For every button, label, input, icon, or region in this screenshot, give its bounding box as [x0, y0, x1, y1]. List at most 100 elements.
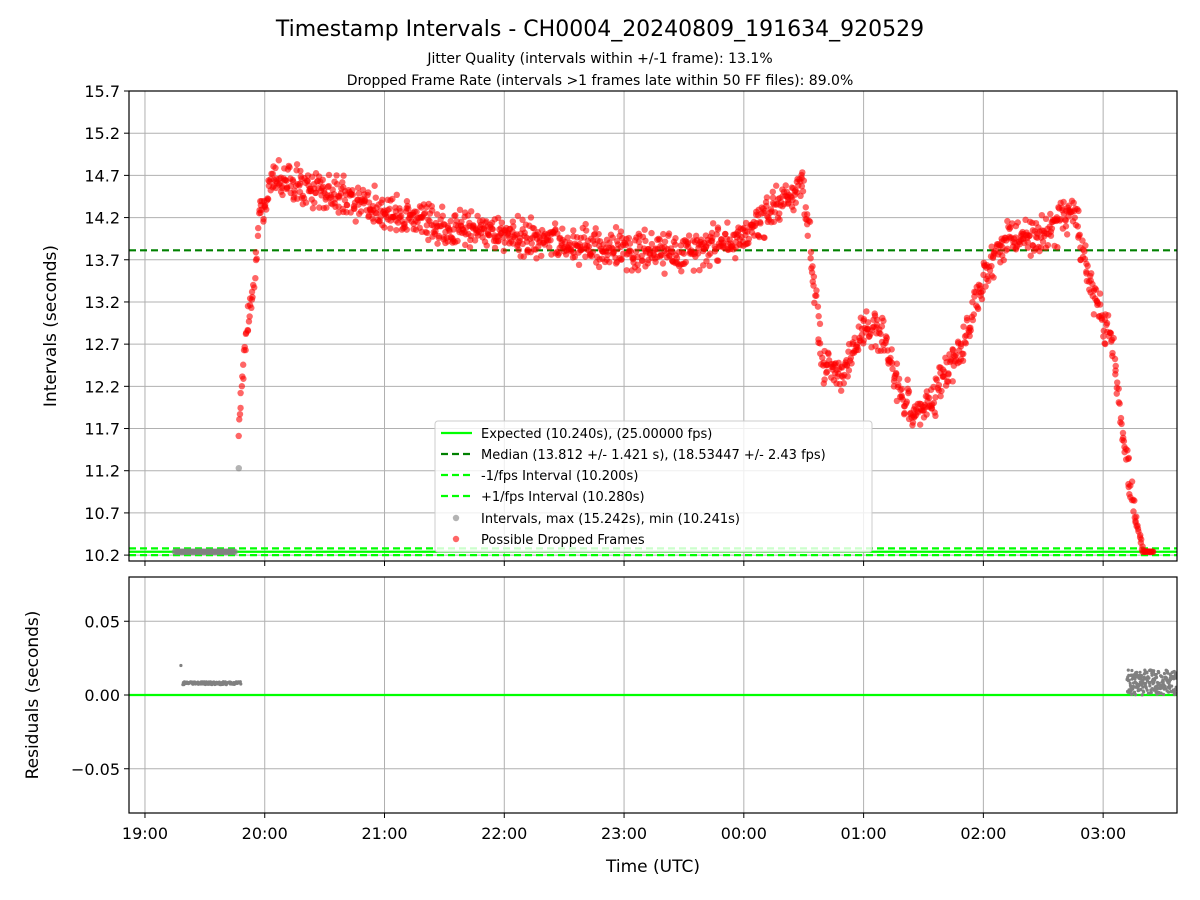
dropped-frame-point-365 [454, 237, 461, 245]
dropped-frame-point-1393 [1070, 199, 1077, 207]
dropped-frame-point-413 [483, 242, 490, 249]
dropped-frame-point-971 [816, 340, 824, 347]
dropped-frame-point-98 [293, 161, 301, 168]
dropped-frame-point-1384 [1063, 231, 1071, 238]
dropped-frame-point-241 [379, 196, 386, 203]
legend-entry-median: Median (13.812 +/- 1.421 s), (18.53447 +… [481, 448, 826, 463]
dropped-frame-point-713 [661, 238, 669, 245]
dropped-frame-point-5 [238, 383, 246, 390]
dropped-frame-point-1461 [1110, 334, 1117, 342]
dropped-frame-point-953 [806, 218, 814, 225]
dropped-frame-point-1395 [1071, 214, 1078, 221]
dropped-frame-point-443 [500, 247, 507, 255]
dropped-frame-point-966 [814, 303, 822, 310]
dropped-frame-point-1016 [843, 361, 850, 369]
residual-point-172 [1138, 670, 1142, 674]
intervals-x-ticks [144, 561, 1104, 566]
residual-point-250 [1157, 670, 1161, 675]
dropped-frame-point-786 [706, 262, 713, 270]
dropped-frame-point-707 [658, 252, 665, 259]
dropped-frame-point-679 [642, 237, 649, 245]
dropped-frame-point-601 [595, 263, 603, 271]
dropped-frame-point-1108 [898, 385, 906, 393]
residual-point-127 [1127, 678, 1131, 682]
residual-point-181 [1140, 693, 1144, 697]
dropped-frame-point-176 [340, 172, 347, 179]
dropped-frame-point-0 [235, 432, 242, 440]
dropped-frame-point-792 [709, 234, 716, 242]
dropped-frame-point-691 [648, 240, 656, 248]
dropped-frame-point-944 [800, 177, 808, 184]
dropped-frame-point-677 [641, 226, 648, 233]
dropped-frame-point-1408 [1079, 237, 1086, 244]
x-axis-label: Time (UTC) [605, 857, 700, 877]
dropped-frame-point-335 [435, 232, 443, 240]
residual-point-265 [1160, 675, 1164, 679]
dropped-frame-point-1381 [1062, 223, 1070, 230]
residual-point-269 [1161, 680, 1165, 684]
dropped-frame-point-752 [685, 232, 693, 239]
dropped-frame-point-163 [333, 181, 341, 188]
dropped-frame-point-897 [772, 182, 780, 189]
dropped-frame-point-979 [821, 376, 828, 383]
legend-swatch-dropped [452, 535, 460, 543]
residual-point-214 [1148, 680, 1152, 684]
intervals-points [171, 157, 1157, 555]
residual-point-138 [1130, 668, 1134, 673]
dropped-frame-point-1467 [1113, 390, 1120, 397]
residual-point-270 [1161, 692, 1166, 697]
residual-point-240 [1154, 672, 1158, 677]
dropped-frame-point-702 [656, 236, 663, 243]
dropped-frame-point-1073 [878, 323, 886, 330]
interval-point-60 [231, 548, 238, 555]
dropped-frame-point-182 [343, 201, 351, 209]
dropped-frame-point-879 [761, 207, 769, 215]
legend-entry-upper: +1/fps Interval (10.280s) [481, 490, 645, 505]
dropped-frame-point-369 [456, 206, 464, 214]
dropped-frame-point-943 [799, 188, 807, 195]
dropped-frame-point-891 [769, 188, 776, 196]
dropped-frame-point-379 [462, 241, 469, 249]
dropped-frame-point-271 [397, 212, 405, 220]
dropped-frame-point-1465 [1112, 362, 1119, 370]
dropped-frame-point-1082 [883, 334, 891, 342]
dropped-frame-point-361 [452, 212, 459, 219]
dropped-frame-point-927 [790, 207, 797, 214]
dropped-frame-point-331 [433, 211, 441, 218]
dropped-frame-point-878 [761, 234, 768, 241]
dropped-frame-point-940 [798, 182, 806, 190]
dropped-frame-point-1160 [930, 399, 938, 407]
dropped-frame-point-617 [604, 251, 611, 259]
chart-title: Timestamp Intervals - CH0004_20240809_19… [275, 17, 924, 42]
dropped-frame-point-150 [324, 183, 332, 191]
residual-point-296 [1168, 686, 1172, 691]
dropped-frame-point-1117 [904, 376, 911, 383]
dropped-frame-point-957 [809, 263, 816, 270]
dropped-frame-point-728 [672, 241, 679, 248]
dropped-frame-point-314 [423, 229, 431, 237]
dropped-frame-point-4 [237, 389, 244, 397]
dropped-frame-point-708 [660, 230, 667, 238]
dropped-frame-point-766 [694, 250, 702, 257]
dropped-frame-point-913 [782, 182, 789, 189]
dropped-frame-point-31 [254, 232, 262, 240]
dropped-frame-point-112 [302, 199, 310, 206]
dropped-frame-point-592 [589, 248, 597, 256]
dropped-frame-point-1252 [985, 277, 992, 285]
intervals-y-tick-label-11: 15.7 [84, 82, 120, 101]
residual-point-192 [1143, 668, 1147, 672]
dropped-frame-point-1378 [1060, 198, 1067, 206]
dropped-frame-point-955 [807, 248, 815, 256]
dropped-frame-point-283 [405, 205, 412, 212]
dropped-frame-point-1424 [1088, 270, 1095, 277]
dropped-frame-point-1184 [945, 378, 952, 385]
intervals-y-tick-label-2: 11.2 [84, 462, 120, 481]
dropped-frame-point-1351 [1044, 241, 1052, 249]
dropped-frame-point-1411 [1081, 248, 1088, 255]
dropped-frame-point-1 [236, 416, 243, 423]
dropped-frame-point-47 [263, 206, 270, 213]
dropped-frame-point-1126 [909, 419, 917, 426]
dropped-frame-point-61 [272, 164, 279, 172]
intervals-y-tick-label-6: 13.2 [84, 293, 120, 312]
intervals-y-tick-label-4: 12.2 [84, 377, 120, 396]
